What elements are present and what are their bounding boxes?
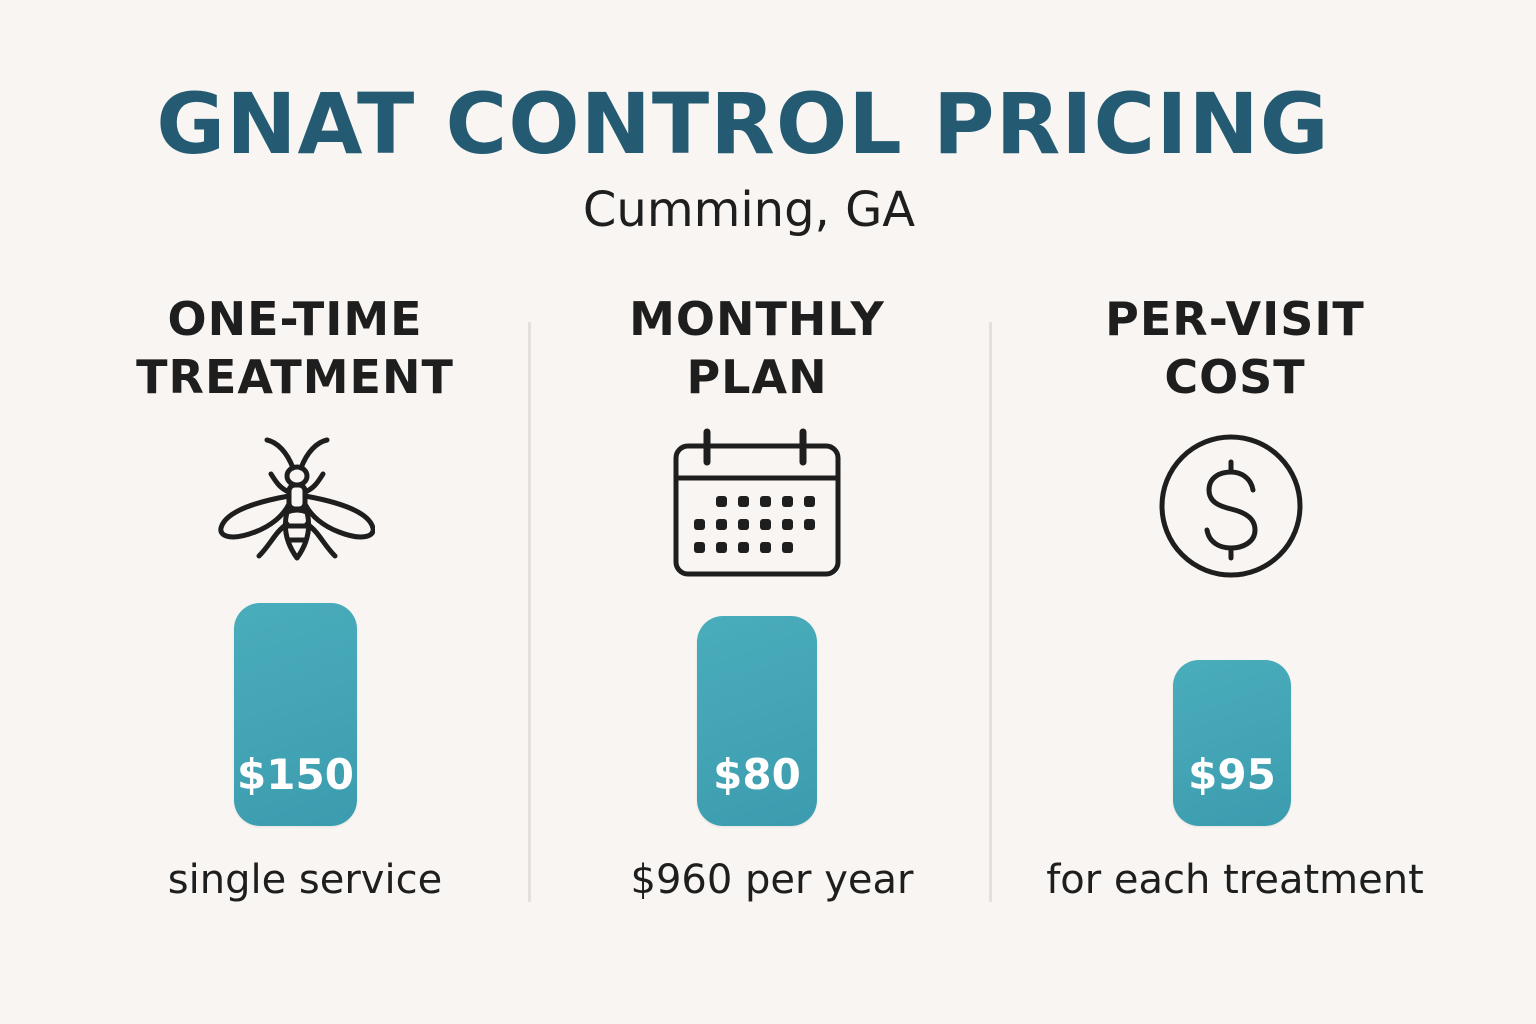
heading-line: TREATMENT (136, 350, 454, 404)
column-heading: PER-VISIT COST (1025, 290, 1445, 406)
price-bar-per-visit: $95 (1173, 660, 1291, 826)
column-divider (989, 322, 992, 902)
pricing-column-per-visit: PER-VISIT COST $95 for each treatment (1025, 290, 1445, 930)
pricing-column-monthly: MONTHLY PLAN (552, 290, 962, 930)
gnat-icon (215, 432, 376, 572)
price-label: $95 (1188, 750, 1276, 799)
column-heading: ONE-TIME TREATMENT (90, 290, 500, 406)
price-note: single service (167, 857, 443, 903)
price-label: $80 (713, 750, 801, 799)
price-bar-one-time: $150 (234, 603, 357, 826)
heading-line: MONTHLY (629, 292, 885, 346)
price-bar-monthly: $80 (697, 616, 817, 826)
heading-line: COST (1164, 350, 1306, 404)
pricing-column-one-time: ONE-TIME TREATMENT $150 s (90, 290, 500, 930)
price-note: $960 per year (630, 857, 914, 903)
column-heading: MONTHLY PLAN (552, 290, 962, 406)
calendar-icon (671, 426, 843, 582)
heading-line: PLAN (686, 350, 828, 404)
heading-line: ONE-TIME (167, 292, 423, 346)
page-title: GNAT CONTROL PRICING (156, 75, 1330, 173)
price-label: $150 (237, 750, 354, 799)
heading-line: PER-VISIT (1105, 292, 1365, 346)
location-subtitle: Cumming, GA (582, 182, 916, 238)
dollar-circle-icon (1157, 432, 1305, 584)
price-note: for each treatment (1046, 857, 1424, 903)
column-divider (528, 322, 531, 902)
